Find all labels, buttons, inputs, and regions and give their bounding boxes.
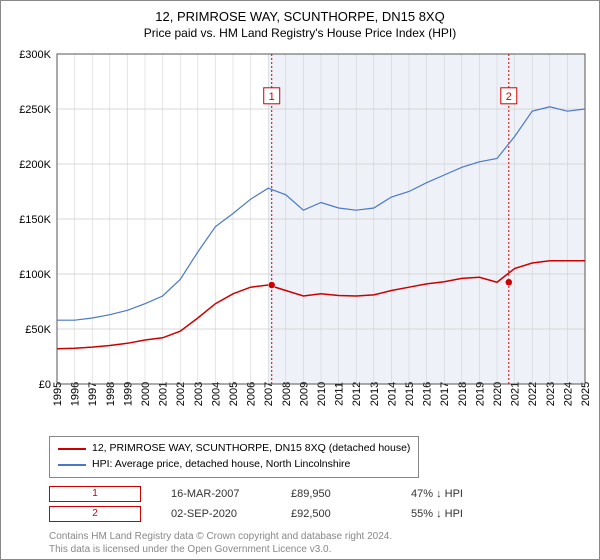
svg-text:1999: 1999 bbox=[122, 382, 134, 406]
svg-text:2003: 2003 bbox=[193, 382, 205, 406]
svg-text:2020: 2020 bbox=[492, 382, 504, 406]
svg-text:1: 1 bbox=[269, 91, 275, 103]
svg-text:£250K: £250K bbox=[19, 104, 51, 116]
svg-text:2001: 2001 bbox=[158, 382, 170, 406]
table-row: 2 02-SEP-2020 £92,500 55% ↓ HPI bbox=[49, 506, 591, 522]
svg-text:2017: 2017 bbox=[439, 382, 451, 406]
transaction-table: 1 16-MAR-2007 £89,950 47% ↓ HPI 2 02-SEP… bbox=[49, 486, 591, 522]
chart-area: £0 £50K £100K £150K £200K £250K £300K 1995 1996 1… bbox=[9, 48, 591, 428]
txn-diff: 47% ↓ HPI bbox=[411, 488, 501, 500]
svg-text:2018: 2018 bbox=[457, 382, 469, 406]
svg-text:2021: 2021 bbox=[510, 382, 522, 406]
svg-text:2009: 2009 bbox=[298, 382, 310, 406]
txn-price: £92,500 bbox=[291, 508, 381, 520]
svg-text:1997: 1997 bbox=[87, 382, 99, 406]
svg-text:2012: 2012 bbox=[351, 382, 363, 406]
svg-text:£100K: £100K bbox=[19, 269, 51, 281]
svg-text:£150K: £150K bbox=[19, 214, 51, 226]
chart-subtitle: Price paid vs. HM Land Registry's House … bbox=[9, 26, 591, 40]
svg-text:2024: 2024 bbox=[562, 382, 574, 406]
svg-text:2002: 2002 bbox=[175, 382, 187, 406]
svg-text:2007: 2007 bbox=[263, 382, 275, 406]
svg-text:2000: 2000 bbox=[140, 382, 152, 406]
svg-text:2005: 2005 bbox=[228, 382, 240, 406]
svg-text:2008: 2008 bbox=[281, 382, 293, 406]
marker-badge: 1 bbox=[49, 486, 141, 502]
svg-text:£300K: £300K bbox=[19, 49, 51, 61]
svg-text:1995: 1995 bbox=[52, 382, 64, 406]
legend-row: 12, PRIMROSE WAY, SCUNTHORPE, DN15 8XQ (… bbox=[58, 441, 410, 457]
svg-text:2004: 2004 bbox=[210, 382, 222, 406]
footer-line-1: Contains HM Land Registry data © Crown c… bbox=[49, 530, 591, 543]
marker-badge: 2 bbox=[49, 506, 141, 522]
legend-swatch-2 bbox=[58, 464, 86, 466]
svg-text:2025: 2025 bbox=[580, 382, 591, 406]
svg-text:1998: 1998 bbox=[105, 382, 117, 406]
svg-text:2: 2 bbox=[506, 91, 512, 103]
svg-text:2016: 2016 bbox=[422, 382, 434, 406]
svg-text:2013: 2013 bbox=[369, 382, 381, 406]
svg-text:£50K: £50K bbox=[25, 324, 51, 336]
legend-text-1: 12, PRIMROSE WAY, SCUNTHORPE, DN15 8XQ (… bbox=[92, 441, 410, 457]
line-chart-svg: £0 £50K £100K £150K £200K £250K £300K 1995 1996 1… bbox=[9, 48, 591, 428]
chart-title: 12, PRIMROSE WAY, SCUNTHORPE, DN15 8XQ bbox=[9, 9, 591, 24]
svg-text:1996: 1996 bbox=[70, 382, 82, 406]
svg-text:£200K: £200K bbox=[19, 159, 51, 171]
table-row: 1 16-MAR-2007 £89,950 47% ↓ HPI bbox=[49, 486, 591, 502]
svg-text:2006: 2006 bbox=[246, 382, 258, 406]
svg-text:2014: 2014 bbox=[386, 382, 398, 406]
svg-text:£0: £0 bbox=[39, 379, 51, 391]
txn-date: 02-SEP-2020 bbox=[171, 508, 261, 520]
footer-line-2: This data is licensed under the Open Gov… bbox=[49, 543, 591, 556]
svg-text:2023: 2023 bbox=[545, 382, 557, 406]
txn-diff: 55% ↓ HPI bbox=[411, 508, 501, 520]
txn-price: £89,950 bbox=[291, 488, 381, 500]
legend-swatch-1 bbox=[58, 448, 86, 450]
svg-text:2022: 2022 bbox=[527, 382, 539, 406]
svg-text:2011: 2011 bbox=[334, 382, 346, 406]
legend: 12, PRIMROSE WAY, SCUNTHORPE, DN15 8XQ (… bbox=[49, 436, 419, 478]
chart-container: 12, PRIMROSE WAY, SCUNTHORPE, DN15 8XQ P… bbox=[0, 0, 600, 560]
txn-date: 16-MAR-2007 bbox=[171, 488, 261, 500]
svg-text:2019: 2019 bbox=[474, 382, 486, 406]
svg-text:2010: 2010 bbox=[316, 382, 328, 406]
legend-row: HPI: Average price, detached house, Nort… bbox=[58, 457, 410, 473]
legend-text-2: HPI: Average price, detached house, Nort… bbox=[92, 457, 350, 473]
svg-text:2015: 2015 bbox=[404, 382, 416, 406]
footer-text: Contains HM Land Registry data © Crown c… bbox=[49, 530, 591, 556]
